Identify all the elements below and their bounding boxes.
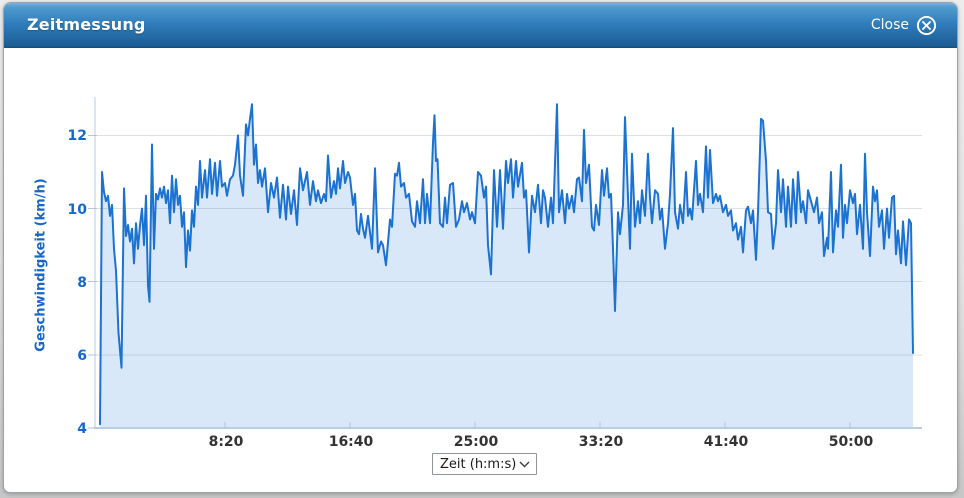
y-tick-label: 4 [77, 421, 87, 437]
y-tick-label: 6 [77, 347, 87, 364]
y-tick-label: 12 [67, 128, 87, 145]
y-tick-label: 8 [77, 274, 87, 291]
x-tick-label: 41:40 [703, 434, 749, 450]
x-tick-label: 25:00 [453, 434, 499, 450]
x-unit-select-value: Zeit (h:m:s) [440, 456, 517, 472]
dialog-panel: Zeitmessung Close Geschwindigkeit (km/h)… [3, 2, 958, 493]
x-tick-label: 50:00 [828, 434, 874, 450]
x-tick-label: 8:20 [208, 434, 244, 450]
x-tick-label: 16:40 [328, 434, 374, 450]
x-tick-label: 33:20 [578, 434, 624, 450]
dialog-title: Zeitmessung [27, 15, 146, 34]
close-button[interactable]: Close [871, 3, 937, 47]
dialog-titlebar: Zeitmessung Close [4, 3, 957, 48]
chevron-down-icon [519, 457, 530, 472]
x-unit-select[interactable]: Zeit (h:m:s) [432, 453, 537, 475]
close-button-label: Close [870, 17, 909, 33]
y-tick-label: 10 [67, 201, 87, 218]
circle-x-close-icon [916, 15, 937, 36]
